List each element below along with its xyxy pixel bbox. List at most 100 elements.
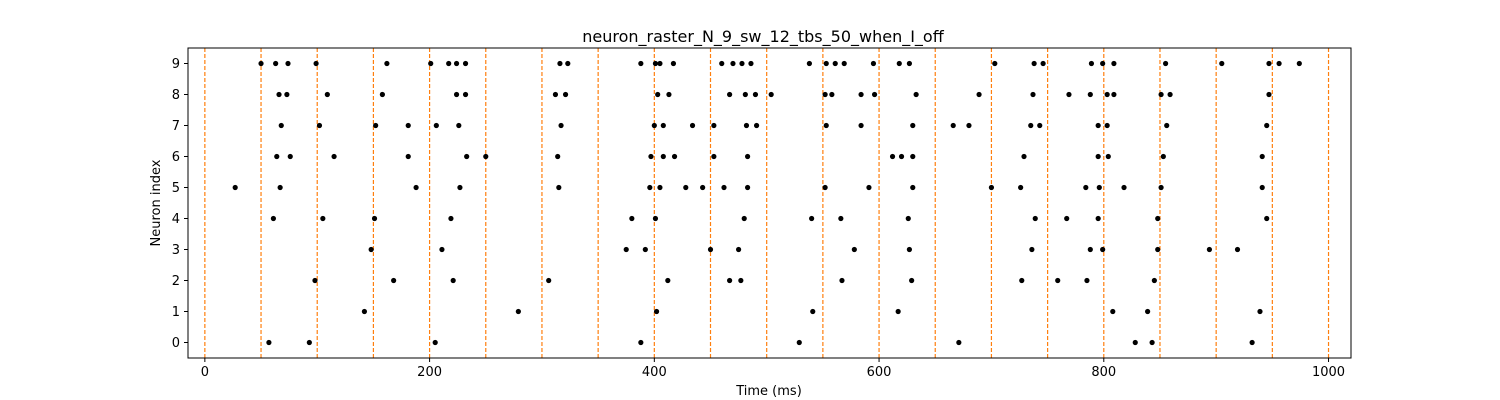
- spike-n5-0: [232, 184, 238, 191]
- spike-n0-7: [1149, 339, 1155, 346]
- spike-n5-2: [413, 184, 419, 191]
- spike-n9-19: [806, 60, 812, 67]
- spike-n4-2: [371, 215, 378, 222]
- spike-n9-10: [565, 60, 571, 67]
- spike-n5-18: [1121, 184, 1127, 191]
- spike-n5-13: [910, 184, 916, 191]
- spike-n9-22: [841, 60, 847, 67]
- spike-n7-18: [1028, 122, 1034, 129]
- spike-n8-0: [276, 91, 282, 98]
- spike-n8-1: [284, 91, 290, 98]
- spike-n7-16: [950, 122, 956, 129]
- spike-n6-4: [464, 153, 470, 160]
- spike-n9-16: [730, 60, 736, 67]
- spike-n2-1: [391, 277, 397, 284]
- y-tick-label-6: 6: [172, 150, 180, 165]
- spike-n9-5: [428, 60, 434, 67]
- spike-n8-2: [324, 91, 330, 98]
- spike-n7-6: [558, 122, 564, 129]
- spike-n4-5: [652, 215, 659, 222]
- spike-n2-10: [1055, 277, 1061, 284]
- y-tick-label-3: 3: [172, 243, 180, 258]
- spike-n9-6: [446, 60, 452, 67]
- spike-n9-33: [1219, 60, 1225, 67]
- x-tick-label-200: 200: [417, 365, 442, 380]
- spike-n3-0: [368, 246, 374, 253]
- spike-n9-11: [638, 60, 644, 67]
- spike-n6-1: [287, 153, 293, 160]
- x-tick-label-600: 600: [867, 365, 892, 380]
- spike-n8-18: [913, 91, 919, 98]
- spike-n6-11: [744, 153, 751, 160]
- spike-n8-16: [858, 91, 864, 98]
- spike-n9-3: [313, 60, 319, 67]
- y-tick-label-9: 9: [172, 57, 180, 72]
- spike-n1-1: [515, 308, 521, 315]
- spike-n2-11: [1084, 277, 1090, 284]
- spike-n0-4: [796, 339, 802, 346]
- spike-n5-11: [822, 184, 828, 191]
- spike-n6-7: [648, 153, 654, 160]
- spike-n8-10: [727, 91, 733, 98]
- spike-n6-6: [555, 153, 561, 160]
- spike-n3-13: [1234, 246, 1241, 253]
- spike-n9-13: [657, 60, 663, 67]
- spike-n7-2: [373, 122, 379, 129]
- spike-n6-8: [660, 153, 666, 160]
- spike-n4-6: [741, 215, 747, 222]
- spike-n6-10: [711, 153, 717, 160]
- spike-n0-8: [1249, 339, 1255, 346]
- spike-n2-4: [665, 277, 671, 284]
- spike-n0-0: [266, 339, 272, 346]
- spike-n4-9: [905, 215, 911, 222]
- spike-n5-20: [1259, 184, 1265, 191]
- spike-n1-6: [1145, 308, 1151, 315]
- spike-n3-9: [1087, 246, 1093, 253]
- spike-n3-10: [1100, 246, 1106, 253]
- spike-n7-20: [1095, 122, 1101, 129]
- spike-n9-17: [739, 60, 745, 67]
- spike-n9-32: [1162, 60, 1169, 67]
- spike-n6-17: [1105, 153, 1111, 160]
- y-tick-label-8: 8: [172, 88, 180, 103]
- spike-n6-2: [331, 153, 337, 160]
- spike-n8-14: [822, 91, 828, 98]
- spike-n9-14: [670, 60, 677, 67]
- spike-n1-4: [895, 308, 901, 315]
- spike-n0-2: [432, 339, 438, 346]
- y-tick-label-5: 5: [172, 181, 180, 196]
- spike-n9-7: [453, 60, 460, 67]
- spike-n9-21: [832, 60, 838, 67]
- spike-n8-23: [1104, 91, 1110, 98]
- spike-n5-16: [1083, 184, 1089, 191]
- spike-n4-8: [838, 215, 844, 222]
- spike-n8-24: [1111, 91, 1117, 98]
- spike-n5-10: [744, 184, 751, 191]
- y-tick-label-1: 1: [172, 305, 180, 320]
- spike-n6-0: [274, 153, 280, 160]
- spike-n4-1: [320, 215, 326, 222]
- spike-n3-4: [707, 246, 714, 253]
- spike-n9-26: [992, 60, 998, 67]
- spike-n7-23: [1264, 122, 1270, 129]
- spike-n9-31: [1111, 60, 1117, 67]
- spike-n2-0: [312, 277, 318, 284]
- spike-n4-7: [809, 215, 815, 222]
- spike-n5-19: [1158, 184, 1164, 191]
- spike-n4-14: [1264, 215, 1270, 222]
- spike-n1-3: [810, 308, 816, 315]
- spike-n8-7: [562, 91, 569, 98]
- spike-n8-22: [1087, 91, 1093, 98]
- spike-n9-28: [1040, 60, 1046, 67]
- spike-n6-9: [671, 153, 678, 160]
- spike-n4-13: [1155, 215, 1161, 222]
- spike-markers: [232, 60, 1302, 346]
- spike-n5-14: [988, 184, 995, 191]
- spike-n7-3: [405, 122, 411, 129]
- spike-n4-12: [1095, 215, 1101, 222]
- spike-n9-20: [823, 60, 829, 67]
- spike-n9-29: [1088, 60, 1095, 67]
- spike-n9-9: [557, 60, 563, 67]
- spike-n9-36: [1296, 60, 1302, 67]
- spike-n6-16: [1095, 153, 1101, 160]
